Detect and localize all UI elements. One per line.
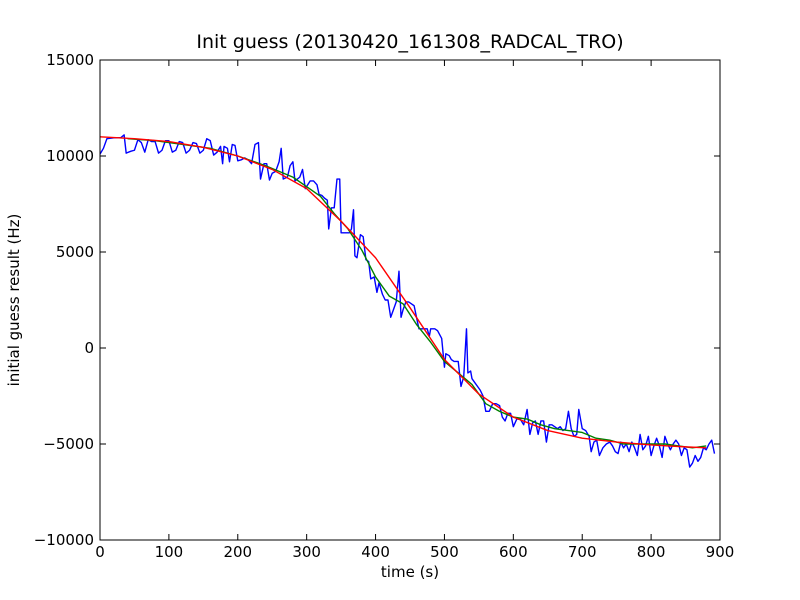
x-tick-label: 300	[292, 543, 321, 561]
y-axis-label: initial guess result (Hz)	[5, 214, 23, 387]
x-tick-label: 700	[568, 543, 597, 561]
chart-title: Init guess (20130420_161308_RADCAL_TRO)	[196, 31, 623, 53]
y-tick-label: 15000	[46, 51, 94, 69]
x-tick-label: 100	[155, 543, 184, 561]
series-line-2	[100, 136, 707, 449]
x-tick-label: 900	[706, 543, 735, 561]
series-line-1	[127, 138, 707, 449]
y-tick-label: 10000	[46, 147, 94, 165]
plot-frame	[99, 59, 721, 541]
y-tick-label: −10000	[34, 531, 94, 549]
x-tick-label: 600	[499, 543, 528, 561]
y-tick-label: 0	[84, 339, 94, 357]
y-tick-label: −5000	[43, 435, 94, 453]
x-axis-label: time (s)	[381, 563, 439, 581]
x-tick-label: 400	[361, 543, 390, 561]
x-tick-label: 0	[95, 543, 105, 561]
y-tick-label: 5000	[56, 243, 94, 261]
series-line-0	[100, 134, 716, 468]
plot-area: 0 100 200 300 400 500 600 700 800 900 −10000 −5000 0…	[34, 51, 735, 561]
x-tick-label: 200	[223, 543, 252, 561]
x-tick-label: 500	[430, 543, 459, 561]
x-tick-label: 800	[637, 543, 666, 561]
